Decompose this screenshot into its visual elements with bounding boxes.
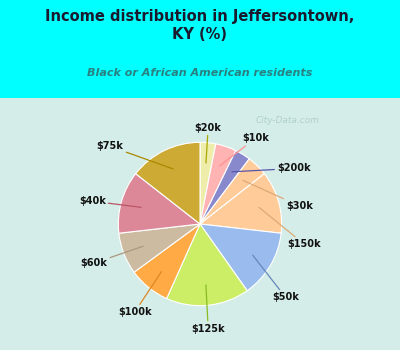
- Text: $30k: $30k: [243, 180, 313, 211]
- Text: $100k: $100k: [118, 272, 162, 317]
- Text: $125k: $125k: [191, 285, 225, 334]
- Wedge shape: [200, 144, 236, 224]
- Text: $75k: $75k: [97, 141, 173, 169]
- Wedge shape: [118, 174, 200, 233]
- Wedge shape: [200, 142, 216, 224]
- Text: $150k: $150k: [259, 207, 321, 250]
- Wedge shape: [200, 159, 264, 224]
- Text: $20k: $20k: [195, 122, 222, 163]
- Wedge shape: [134, 224, 200, 299]
- Wedge shape: [200, 174, 282, 233]
- Text: $10k: $10k: [220, 133, 269, 166]
- Wedge shape: [136, 142, 200, 224]
- Text: Income distribution in Jeffersontown,
KY (%): Income distribution in Jeffersontown, KY…: [45, 9, 355, 42]
- Wedge shape: [200, 150, 249, 224]
- Wedge shape: [200, 224, 281, 291]
- Text: $50k: $50k: [253, 255, 299, 302]
- Text: $60k: $60k: [80, 246, 143, 268]
- Wedge shape: [167, 224, 247, 306]
- Text: $200k: $200k: [232, 163, 311, 174]
- Text: Black or African American residents: Black or African American residents: [87, 68, 313, 78]
- Wedge shape: [119, 224, 200, 272]
- Text: City-Data.com: City-Data.com: [256, 116, 320, 125]
- Text: $40k: $40k: [79, 196, 141, 207]
